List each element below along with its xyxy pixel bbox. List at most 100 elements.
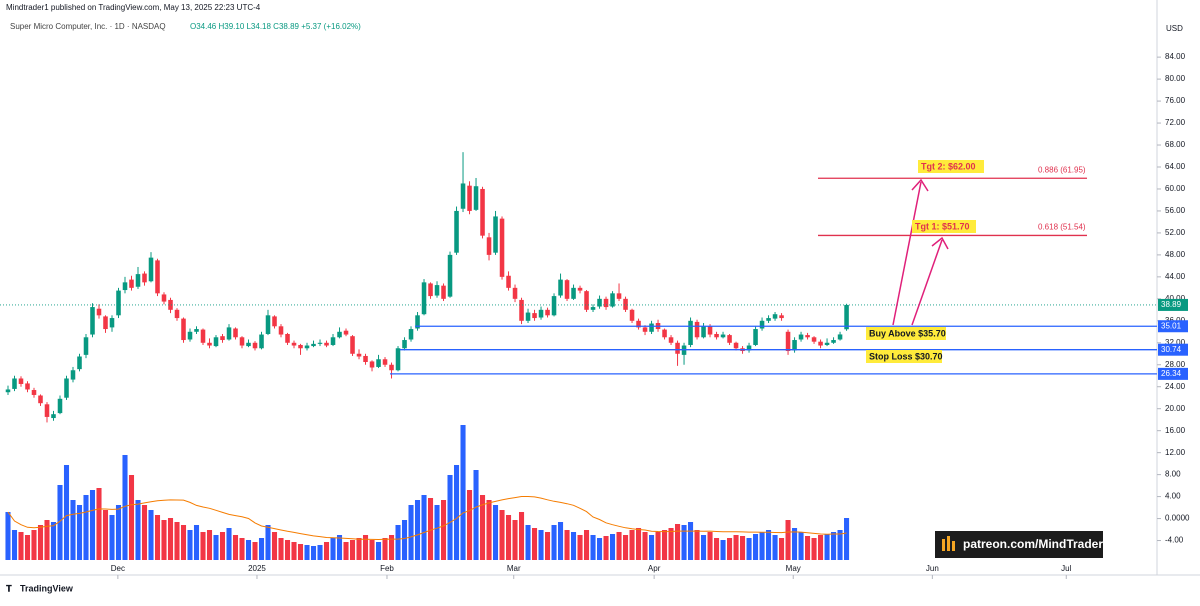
candle-body — [421, 282, 427, 315]
x-tick-label: Mar — [507, 564, 521, 573]
arrow-line — [892, 181, 922, 326]
volume-bar — [779, 538, 785, 560]
annotation-box — [912, 220, 976, 233]
candle-body — [116, 290, 121, 316]
candle-body — [610, 293, 615, 307]
candle-body — [818, 341, 823, 346]
volume-bar — [551, 525, 557, 560]
candle-body — [187, 331, 193, 340]
volume-bar — [239, 538, 245, 560]
candle-body — [668, 337, 674, 343]
volume-bar — [343, 542, 349, 560]
volume-bar — [505, 515, 512, 560]
candle-body — [824, 342, 830, 345]
volume-bar — [76, 505, 83, 560]
volume-bar — [128, 475, 135, 560]
candle-body — [207, 342, 212, 346]
volume-bar — [636, 528, 642, 560]
y-tick-label: 4.00 — [1165, 492, 1181, 501]
y-tick-label: 12.00 — [1165, 448, 1186, 457]
volume-bar — [746, 538, 752, 560]
y-tick-label: 56.00 — [1165, 206, 1186, 215]
candle-body — [226, 327, 232, 340]
y-tick-label: 20.00 — [1165, 404, 1186, 413]
candle-body — [798, 334, 804, 340]
volume-bar — [694, 530, 700, 560]
watermark-icon — [947, 536, 950, 551]
volume-bar — [83, 495, 89, 560]
volume-bar — [31, 530, 37, 560]
volume-bar — [284, 540, 291, 560]
volume-bar — [434, 505, 440, 560]
candle-body — [701, 326, 706, 338]
level-label: 26.34 — [1161, 369, 1182, 378]
candle-body — [369, 361, 375, 368]
y-tick-label: 28.00 — [1165, 360, 1186, 369]
candle-body — [688, 320, 693, 345]
candle-body — [636, 320, 641, 328]
y-tick-label: 24.00 — [1165, 382, 1186, 391]
volume-bar — [525, 525, 531, 560]
volume-bar — [629, 530, 635, 560]
arrow-line — [911, 239, 943, 326]
volume-bar — [70, 500, 76, 560]
candle-body — [356, 353, 362, 357]
x-tick-label: May — [786, 564, 801, 573]
volume-bar — [499, 510, 505, 560]
volume-bar — [473, 470, 479, 560]
last-price-label: 38.89 — [1161, 300, 1182, 309]
volume-bar — [141, 505, 148, 560]
volume-bar — [785, 520, 791, 560]
annotation-box — [918, 160, 984, 173]
watermark-text: patreon.com/MindTrader — [963, 537, 1103, 551]
fib-label: 0.886 (61.95) — [1038, 165, 1086, 174]
volume-bar — [642, 532, 648, 560]
candle-body — [25, 383, 30, 390]
volume-bar — [518, 512, 525, 560]
volume-bar — [265, 525, 271, 560]
level-label: 30.74 — [1161, 345, 1182, 354]
volume-bar — [174, 522, 180, 560]
volume-bar — [564, 530, 570, 560]
volume-bar — [440, 500, 447, 560]
volume-bar — [213, 535, 219, 560]
volume-bar — [492, 505, 499, 560]
y-tick-label: 76.00 — [1165, 96, 1186, 105]
y-tick-label: -4.00 — [1165, 536, 1184, 545]
volume-bar — [375, 542, 382, 560]
candle-body — [259, 334, 264, 349]
volume-bar — [226, 528, 232, 560]
candle-body — [291, 342, 297, 346]
volume-bar — [740, 536, 746, 560]
volume-bar — [597, 538, 603, 560]
candle-body — [246, 342, 251, 347]
footer-icon: 𝐓 — [6, 583, 12, 593]
volume-bar — [154, 515, 161, 560]
candle-body — [239, 337, 245, 346]
x-tick-label: Dec — [111, 564, 125, 573]
candle-body — [129, 279, 134, 288]
volume-bar — [610, 534, 616, 560]
candle-body — [12, 378, 17, 389]
y-tick-label: 16.00 — [1165, 426, 1186, 435]
candle-body — [727, 335, 732, 343]
volume-bar — [655, 532, 661, 560]
candle-body — [577, 287, 583, 291]
candle-body — [441, 285, 446, 299]
volume-bar — [831, 532, 837, 560]
volume-bar — [844, 518, 850, 560]
x-tick-label: Jun — [926, 564, 939, 573]
candle-body — [447, 254, 453, 297]
candle-body — [629, 309, 635, 321]
candle-body — [616, 293, 622, 299]
candle-body — [135, 274, 141, 287]
candle-body — [649, 323, 654, 332]
volume-bar — [805, 536, 811, 560]
candle-body — [597, 298, 602, 307]
candle-body — [493, 216, 498, 253]
candle-body — [662, 329, 667, 338]
level-box — [1158, 343, 1188, 356]
watermark-icon — [952, 541, 955, 551]
candle-body — [213, 337, 219, 347]
